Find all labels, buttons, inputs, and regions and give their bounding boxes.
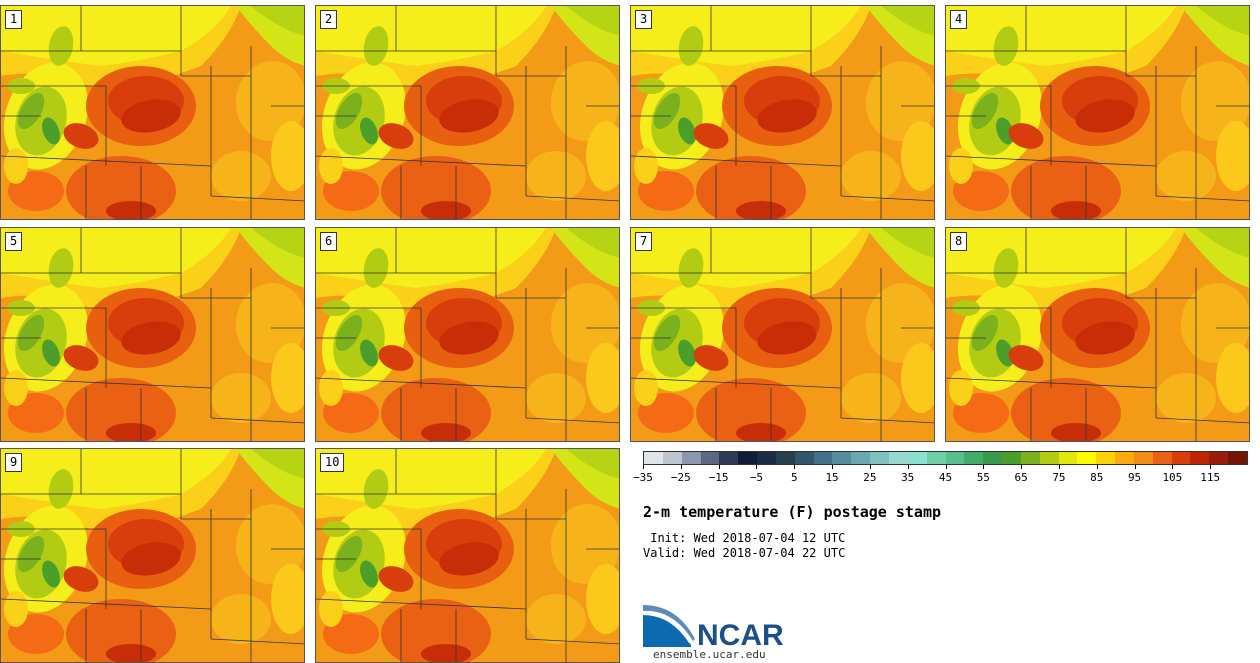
colorbar-swatch — [719, 452, 739, 464]
colorbar-swatch — [813, 452, 833, 464]
map-panel: 7 — [630, 227, 935, 442]
colorbar-tick — [1058, 465, 1060, 469]
member-label: 2 — [320, 10, 338, 29]
colorbar-swatch — [1228, 452, 1247, 464]
map-panel: 3 — [630, 5, 935, 220]
colorbar-swatch — [700, 452, 720, 464]
member-label: 9 — [5, 453, 23, 472]
colorbar-swatch — [888, 452, 908, 464]
colorbar-swatch — [1077, 452, 1097, 464]
colorbar-tick-label: 55 — [976, 471, 990, 484]
colorbar-tick-label: 15 — [825, 471, 839, 484]
init-time: Init: Wed 2018-07-04 12 UTC — [643, 531, 846, 545]
ncar-logo: NCAR — [643, 605, 784, 652]
colorbar-tick — [945, 465, 947, 469]
colorbar-swatch — [1039, 452, 1059, 464]
colorbar-swatch — [1096, 452, 1116, 464]
colorbar-tick — [869, 465, 871, 469]
colorbar-swatch — [662, 452, 682, 464]
colorbar-tick-label: −35 — [633, 471, 653, 484]
colorbar-tick — [718, 465, 720, 469]
colorbar-tick-label: 105 — [1162, 471, 1183, 484]
colorbar-tick-label: −15 — [708, 471, 729, 484]
colorbar-tick-label: −5 — [749, 471, 764, 484]
colorbar-swatch — [1209, 452, 1229, 464]
colorbar-tick-label: 25 — [863, 471, 877, 484]
colorbar-swatch — [1058, 452, 1078, 464]
colorbar-tick-label: 75 — [1052, 471, 1066, 484]
member-label: 6 — [320, 232, 338, 251]
colorbar-swatch — [1002, 452, 1021, 464]
colorbar-swatch — [983, 452, 1003, 464]
colorbar-swatch — [1171, 452, 1191, 464]
colorbar-swatch — [757, 452, 776, 464]
colorbar-swatch — [1190, 452, 1210, 464]
colorbar-swatch — [644, 452, 663, 464]
colorbar-tick-label: 65 — [1014, 471, 1028, 484]
temperature-colorbar — [643, 451, 1248, 465]
colorbar-swatch — [681, 452, 701, 464]
map-panel: 10 — [315, 448, 620, 663]
valid-time: Valid: Wed 2018-07-04 22 UTC — [643, 546, 846, 560]
colorbar-tick — [832, 465, 834, 469]
colorbar-swatch — [1133, 452, 1153, 464]
ncar-wordmark: NCAR — [697, 619, 784, 652]
map-panel: 8 — [945, 227, 1250, 442]
colorbar-tick-label: 85 — [1090, 471, 1104, 484]
colorbar-tick — [794, 465, 796, 469]
member-label: 10 — [320, 453, 345, 472]
plot-title: 2-m temperature (F) postage stamp — [643, 503, 942, 521]
colorbar-swatch — [1115, 452, 1134, 464]
colorbar-swatch — [964, 452, 984, 464]
map-panel: 4 — [945, 5, 1250, 220]
member-label: 3 — [635, 10, 653, 29]
colorbar-tick — [1021, 465, 1023, 469]
colorbar-tick — [1210, 465, 1212, 469]
colorbar-swatch — [775, 452, 795, 464]
colorbar-swatch — [851, 452, 871, 464]
colorbar-tick — [1134, 465, 1136, 469]
colorbar-tick — [643, 465, 644, 469]
colorbar-tick-label: 45 — [938, 471, 953, 484]
colorbar-swatch — [926, 452, 946, 464]
colorbar-tick-labels: −35 −25 −15 −5 5 15 25 35 45 55 65 75 85 95 105 115 — [633, 465, 1248, 485]
colorbar-swatch — [738, 452, 758, 464]
colorbar-tick — [1096, 465, 1098, 469]
colorbar-swatch — [945, 452, 965, 464]
colorbar-tick-label: −25 — [670, 471, 691, 484]
colorbar-swatch — [870, 452, 889, 464]
colorbar-tick-label: 5 — [790, 471, 798, 484]
map-panel: 5 — [0, 227, 305, 442]
colorbar-tick — [983, 465, 985, 469]
map-panel: 9 — [0, 448, 305, 663]
colorbar-tick — [907, 465, 909, 469]
colorbar-swatch — [832, 452, 852, 464]
member-label: 5 — [5, 232, 23, 251]
colorbar-tick-label: 35 — [901, 471, 915, 484]
colorbar-tick — [756, 465, 758, 469]
colorbar-tick-label: 115 — [1200, 471, 1221, 484]
colorbar-tick — [680, 465, 682, 469]
member-label: 4 — [950, 10, 968, 29]
colorbar-tick — [1172, 465, 1174, 469]
colorbar-swatch — [794, 452, 814, 464]
map-panel: 6 — [315, 227, 620, 442]
colorbar-swatch — [1020, 452, 1040, 464]
colorbar-tick-label: 95 — [1127, 471, 1142, 484]
colorbar-swatch — [907, 452, 927, 464]
website-url: ensemble.ucar.edu — [653, 648, 766, 661]
map-panel: 1 — [0, 5, 305, 220]
member-label: 7 — [635, 232, 653, 251]
map-panel: 2 — [315, 5, 620, 220]
member-label: 1 — [5, 10, 23, 29]
colorbar-swatch — [1152, 452, 1172, 464]
member-label: 8 — [950, 232, 968, 251]
